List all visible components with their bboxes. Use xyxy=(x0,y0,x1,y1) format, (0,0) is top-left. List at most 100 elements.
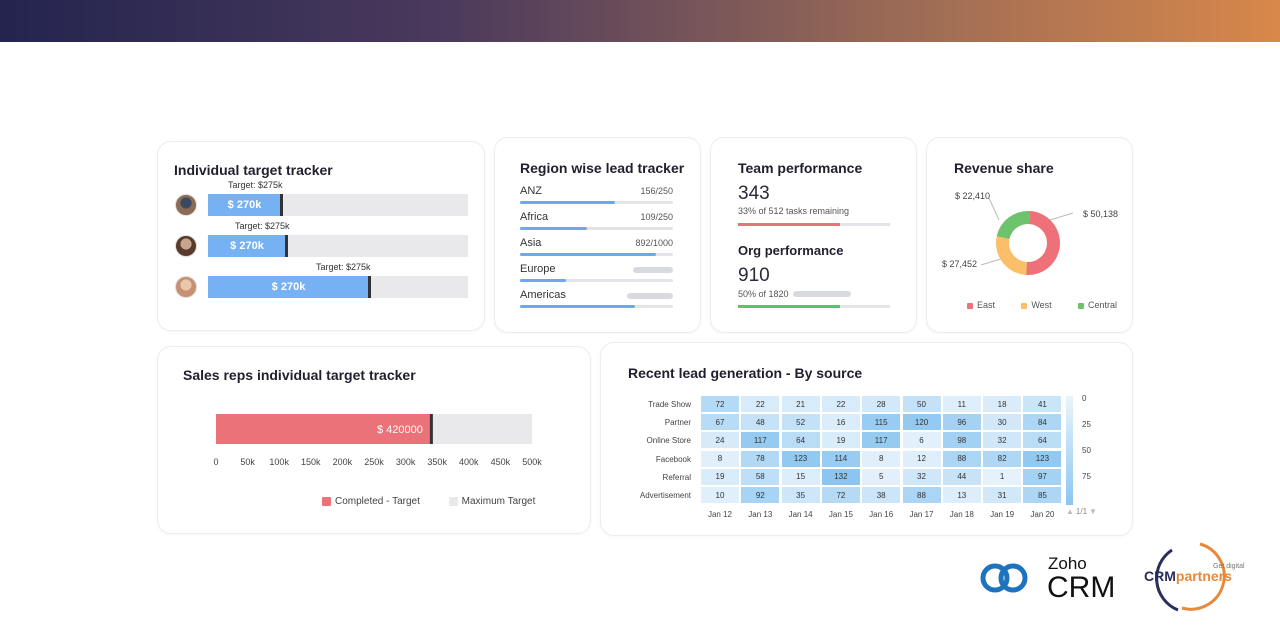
org-performance-caption: 50% of 1820 xyxy=(738,289,789,299)
legend-west[interactable]: West xyxy=(1021,300,1052,310)
heatmap-column-label: Jan 17 xyxy=(909,510,934,520)
heatmap-cell[interactable]: 82 xyxy=(983,450,1022,467)
heatmap-cell[interactable]: 30 xyxy=(983,414,1022,431)
card-title: Sales reps individual target tracker xyxy=(183,367,416,383)
heatmap-cell[interactable]: 114 xyxy=(821,450,860,467)
heatmap-cell[interactable]: 50 xyxy=(902,396,941,412)
donut-slice-central[interactable] xyxy=(996,211,1030,239)
target-bar-fill: $ 270k xyxy=(208,235,286,257)
revenue-donut-chart: $ 50,138 $ 22,410 $ 27,452 xyxy=(942,191,1118,275)
completed-target-bar[interactable] xyxy=(216,414,431,444)
heatmap-cell[interactable]: 84 xyxy=(1023,414,1062,431)
region-progress xyxy=(520,305,673,308)
heatmap-cell[interactable]: 64 xyxy=(1023,432,1062,449)
heatmap-cell[interactable]: 13 xyxy=(942,487,981,503)
heatmap-cell[interactable]: 19 xyxy=(821,432,860,449)
heatmap-cell[interactable]: 52 xyxy=(781,414,820,431)
heatmap-cell[interactable]: 44 xyxy=(942,468,981,485)
region-progress-fill xyxy=(520,253,656,256)
heatmap-cell[interactable]: 117 xyxy=(741,432,780,449)
heatmap-cell[interactable]: 10 xyxy=(701,487,739,503)
target-label: Target: $275k xyxy=(235,221,290,231)
heatmap-cell[interactable]: 123 xyxy=(1023,450,1062,467)
heatmap-cell[interactable]: 123 xyxy=(781,450,820,467)
heatmap-cell[interactable]: 16 xyxy=(821,414,860,431)
heatmap-cell[interactable]: 132 xyxy=(821,468,860,485)
heatmap-cell[interactable]: 15 xyxy=(781,468,820,485)
heatmap-cell[interactable]: 12 xyxy=(902,450,941,467)
heatmap-cell[interactable]: 11 xyxy=(942,396,981,412)
region-name: ANZ xyxy=(520,185,542,197)
sales-reps-target-card: Sales reps individual target tracker $ 4… xyxy=(157,346,591,534)
heatmap-cell[interactable]: 92 xyxy=(741,487,780,503)
heatmap-scale-label: 75 xyxy=(1082,472,1091,481)
donut-slice-west[interactable] xyxy=(996,236,1027,275)
x-tick-label: 250k xyxy=(364,457,384,467)
heatmap-cell[interactable]: 22 xyxy=(821,396,860,412)
heatmap-cell[interactable]: 120 xyxy=(902,414,941,431)
heatmap-cell[interactable]: 19 xyxy=(701,468,739,485)
heatmap-cell[interactable]: 88 xyxy=(902,487,941,503)
heatmap-cell[interactable]: 117 xyxy=(862,432,901,449)
heatmap-cell[interactable]: 8 xyxy=(701,450,739,467)
heatmap-column-label: Jan 12 xyxy=(707,510,733,520)
pager-up-icon[interactable]: ▲ xyxy=(1066,507,1074,517)
heatmap-cell[interactable]: 88 xyxy=(942,450,981,467)
card-title: Region wise lead tracker xyxy=(520,160,685,176)
heatmap-cell[interactable]: 98 xyxy=(942,432,981,449)
heatmap-cell[interactable]: 24 xyxy=(701,432,739,449)
heatmap-cell[interactable]: 31 xyxy=(983,487,1022,503)
heatmap-cell[interactable]: 6 xyxy=(902,432,941,449)
heatmap-cell[interactable]: 35 xyxy=(781,487,820,503)
heatmap-cell[interactable]: 1 xyxy=(983,468,1022,485)
heatmap-cell[interactable]: 58 xyxy=(741,468,780,485)
central-swatch xyxy=(1077,302,1084,309)
heatmap-cell[interactable]: 72 xyxy=(701,396,739,412)
heatmap-cell[interactable]: 78 xyxy=(741,450,780,467)
heatmap-cell[interactable]: 22 xyxy=(741,396,780,412)
heatmap-cell[interactable]: 41 xyxy=(1023,396,1062,412)
org-performance-value: 910 xyxy=(738,265,770,286)
heatmap-cell[interactable]: 64 xyxy=(781,432,820,449)
x-tick-label: 0 xyxy=(213,457,218,467)
x-tick-label: 350k xyxy=(427,457,447,467)
target-label: Target: $275k xyxy=(316,262,371,272)
target-marker xyxy=(285,235,288,257)
heatmap-cell[interactable]: 5 xyxy=(862,468,901,485)
pager-down-icon[interactable]: ▼ xyxy=(1089,507,1097,517)
avatar xyxy=(175,235,197,257)
region-name: Africa xyxy=(520,211,549,223)
heatmap-cell[interactable]: 96 xyxy=(942,414,981,431)
legend-east[interactable]: East xyxy=(967,300,995,310)
org-performance-pill xyxy=(793,291,851,297)
heatmap-column-label: Jan 18 xyxy=(949,510,974,520)
leader-line xyxy=(980,257,1005,266)
heatmap-cell[interactable]: 97 xyxy=(1023,468,1062,485)
org-performance-title: Org performance xyxy=(738,243,844,258)
x-tick-label: 450k xyxy=(491,457,511,467)
legend-central[interactable]: Central xyxy=(1077,300,1117,310)
heatmap-cell[interactable]: 21 xyxy=(781,396,820,412)
east-swatch xyxy=(967,302,973,309)
x-tick-label: 200k xyxy=(333,457,353,467)
legend-maximum[interactable]: Maximum Target xyxy=(448,496,536,507)
legend-label: Maximum Target xyxy=(461,496,536,507)
heatmap-cell[interactable]: 38 xyxy=(862,487,901,503)
heatmap-cell[interactable]: 18 xyxy=(983,396,1022,412)
heatmap-cell[interactable]: 67 xyxy=(701,414,739,431)
zoho-word: Zoho xyxy=(1048,554,1087,573)
heatmap-cell[interactable]: 28 xyxy=(862,396,901,412)
heatmap-cell[interactable]: 85 xyxy=(1023,487,1062,503)
legend-completed[interactable]: Completed - Target xyxy=(322,496,420,507)
heatmap-pager: ▲ 1/1 ▼ xyxy=(1066,507,1097,516)
region-name: Europe xyxy=(520,263,556,275)
heatmap-cell[interactable]: 48 xyxy=(741,414,780,431)
heatmap-cell[interactable]: 72 xyxy=(821,487,860,503)
heatmap-cell[interactable]: 32 xyxy=(902,468,941,485)
heatmap-cell[interactable]: 8 xyxy=(862,450,901,467)
heatmap-cell[interactable]: 32 xyxy=(983,432,1022,449)
central-value-label: $ 22,410 xyxy=(955,191,990,201)
team-performance-card: Team performance 343 33% of 512 tasks re… xyxy=(710,137,917,333)
heatmap-cell[interactable]: 115 xyxy=(862,414,901,431)
donut-slice-east[interactable] xyxy=(1026,211,1060,275)
